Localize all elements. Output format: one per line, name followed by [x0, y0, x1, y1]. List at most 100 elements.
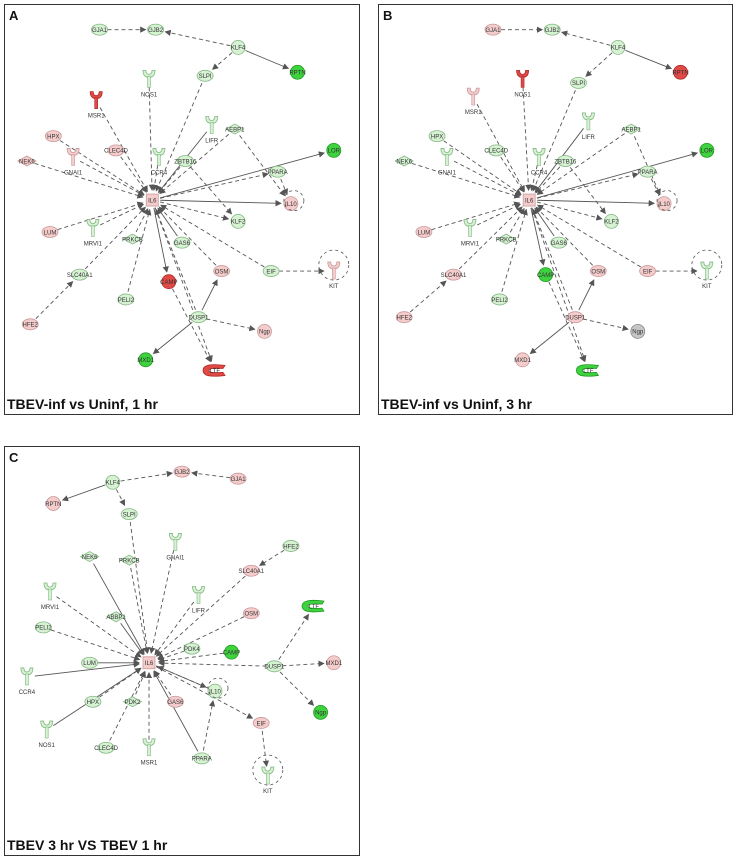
node-mrvi1: MRVI1	[41, 582, 60, 611]
node-label: GJB2	[545, 28, 561, 34]
edge-PPARA-IL10	[202, 700, 216, 751]
node-aebp1: AEBP1	[621, 123, 641, 135]
edge-CCR4-IL6	[529, 165, 538, 192]
node-label: KLF4	[106, 481, 121, 487]
node-lum: LUM	[415, 226, 433, 238]
node-kit: KIT	[327, 261, 341, 290]
node-label: MXD1	[514, 358, 531, 364]
node-label: NOS1	[514, 92, 531, 98]
edge-DUSP1-IL6	[155, 208, 196, 310]
edge-IL10-IL6	[157, 665, 208, 689]
edge-PDK2-IL6	[135, 671, 146, 695]
node-ccr4: CCR4	[151, 148, 168, 176]
panel-b: B GJA1 GJB2 KLF4 RPTN SLPI NOS1 MSR1 LIFR AEBP1 H…	[378, 4, 733, 415]
self-loop-kit	[691, 249, 723, 281]
edge-AEBP1-IL6	[536, 133, 625, 195]
node-label: GJA1	[231, 477, 247, 483]
node-label: SLC40A1	[67, 273, 93, 279]
edge-KLF4-GJB2	[120, 470, 174, 482]
node-mrvi1: MRVI1	[461, 219, 480, 247]
node-slpi: SLPI	[196, 69, 214, 82]
edge-LUM-IL6	[431, 201, 521, 231]
node-gja1: GJA1	[229, 472, 247, 485]
node-slc40a1: SLC40A1	[441, 268, 467, 281]
edge-PELI2-IL6	[50, 629, 141, 661]
edges	[34, 470, 325, 768]
node-ngp: Ngp	[257, 323, 272, 339]
node-label: LIFR	[192, 609, 206, 615]
node-peli2: PELI2	[35, 621, 52, 634]
edge-PPARA-IL6	[153, 670, 199, 752]
node-label: Ngp	[259, 330, 271, 336]
node-label: GNAI1	[166, 555, 185, 561]
node-aebp1: AEBP1	[224, 123, 245, 135]
node-gnai1: GNAI1	[64, 148, 83, 176]
node-nos1: NOS1	[141, 69, 158, 98]
edge-IL6-EIF	[155, 666, 254, 719]
edge-PPARA-IL10	[650, 178, 660, 196]
node-label: CCR4	[531, 170, 548, 176]
node-slpi: SLPI	[120, 508, 138, 520]
node-ccr4: CCR4	[19, 667, 36, 696]
node-label: IL10	[209, 689, 221, 695]
node-lor: LOR	[699, 142, 715, 158]
edge-IL6-LOR	[159, 151, 326, 199]
edge-OSM-IL6	[535, 206, 594, 266]
node-label: SLPI	[199, 74, 212, 80]
node-label: NEK6	[19, 159, 35, 165]
node-gja1: GJA1	[91, 23, 108, 36]
edge-MRVI1-IL6	[476, 203, 521, 226]
node-label: IL10	[658, 202, 670, 208]
edge-KLF4-SLPI	[585, 52, 613, 77]
node-hfe2: HFE2	[395, 311, 413, 324]
edge-LIFR-IL6	[154, 601, 195, 656]
node-label: EIF	[643, 269, 653, 275]
node-ngp: Ngp	[313, 704, 329, 720]
node-label: IL10	[285, 202, 297, 208]
node-klf2: KLF2	[604, 213, 619, 229]
node-label: LIFR	[205, 139, 219, 145]
node-il10: IL10	[656, 196, 672, 212]
self-loop-kit	[318, 249, 350, 281]
node-label: PPARA	[192, 757, 212, 763]
edge-AEBP1-IL10	[633, 136, 661, 196]
node-label: SLPI	[123, 512, 136, 518]
edge-HFE2-SLC40A1	[259, 549, 285, 566]
node-camp: CAMP	[537, 267, 554, 283]
node-label: DUSP1	[264, 665, 285, 671]
node-label: PELI2	[35, 626, 52, 632]
node-nos1: NOS1	[39, 720, 56, 749]
node-label: SLPI	[572, 81, 585, 87]
node-label: DUSP1	[565, 316, 586, 322]
node-il6: IL6	[145, 193, 159, 207]
node-label: GNAI1	[438, 170, 457, 176]
edge-PELI2-IL6	[501, 208, 528, 292]
node-label: HFE2	[396, 316, 412, 322]
node-prkcb: PRKCB	[119, 554, 140, 566]
edge-HPX-IL6	[59, 140, 145, 196]
node-label: CLEC4D	[94, 746, 118, 752]
edge-CCR4-IL6	[34, 661, 140, 677]
node-label: IL6	[148, 198, 157, 204]
edge-HFE2-SLC40A1	[35, 281, 74, 319]
node-label: LIFR	[582, 135, 596, 141]
edge-MRVI1-IL6	[99, 203, 145, 226]
edge-ZBTB16-KLF2	[569, 167, 606, 215]
node-label: GAS6	[167, 700, 184, 706]
node-label: RPTN	[45, 502, 61, 508]
node-ppara: PPARA	[268, 165, 288, 178]
node-label: LOR	[328, 149, 341, 155]
node-eif: EIF	[262, 265, 280, 277]
node-rptn: RPTN	[45, 496, 61, 511]
node-osm: OSM	[589, 265, 607, 277]
node-dusp1: DUSP1	[188, 311, 209, 324]
node-mxd1: MXD1	[514, 352, 532, 368]
edge-GNAI1-IL6	[453, 160, 522, 196]
node-label: NEK6	[396, 159, 412, 165]
node-peli2: PELI2	[491, 293, 508, 306]
node-label: OSM	[215, 269, 229, 275]
node-mxd1: MXD1	[137, 352, 155, 368]
node-abbp1: ABBP1	[106, 611, 126, 623]
node-label: Ngp	[632, 330, 644, 336]
node-label: HPX	[431, 134, 443, 140]
